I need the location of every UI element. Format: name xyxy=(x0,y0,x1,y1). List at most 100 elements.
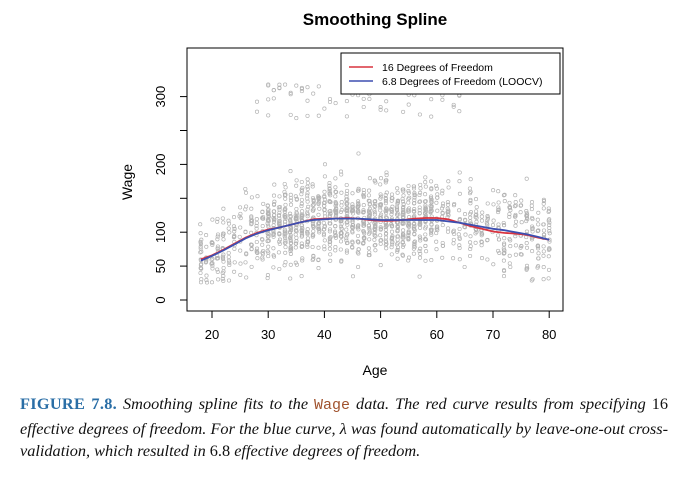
data-point xyxy=(394,242,400,247)
data-point xyxy=(300,258,305,263)
data-point xyxy=(384,207,389,213)
data-point xyxy=(333,233,338,238)
data-point xyxy=(435,192,440,197)
data-point xyxy=(479,256,485,261)
data-point xyxy=(248,219,253,224)
data-point xyxy=(254,239,259,245)
data-point xyxy=(272,182,277,187)
data-point xyxy=(345,219,350,224)
data-point xyxy=(418,190,423,195)
data-point xyxy=(423,180,428,185)
data-point xyxy=(389,252,394,257)
data-point xyxy=(401,193,406,198)
data-point xyxy=(530,226,535,231)
data-point xyxy=(321,201,327,206)
data-point xyxy=(390,204,395,209)
data-point xyxy=(322,162,328,167)
data-point xyxy=(344,220,349,225)
data-point xyxy=(400,231,406,236)
data-point xyxy=(429,232,434,237)
data-point xyxy=(423,224,428,229)
data-point xyxy=(221,237,226,242)
data-point xyxy=(473,240,478,245)
data-point xyxy=(439,206,445,211)
data-point xyxy=(288,213,293,219)
data-point xyxy=(468,244,473,249)
data-point xyxy=(237,214,242,219)
data-point xyxy=(356,239,361,244)
data-point xyxy=(524,266,529,271)
data-point xyxy=(429,114,434,119)
data-point xyxy=(378,192,383,197)
data-point xyxy=(372,243,377,248)
data-point xyxy=(243,260,248,265)
data-point xyxy=(271,246,276,251)
data-point xyxy=(232,233,237,238)
data-point xyxy=(283,202,288,207)
data-point xyxy=(401,207,406,212)
data-point xyxy=(339,172,344,177)
data-point xyxy=(339,190,344,195)
data-point xyxy=(411,184,417,189)
data-point xyxy=(305,230,310,235)
data-point xyxy=(406,222,411,228)
data-point xyxy=(215,237,220,242)
data-point xyxy=(468,201,473,206)
data-point xyxy=(271,193,277,198)
data-point xyxy=(361,210,366,215)
data-point xyxy=(199,249,204,254)
data-point xyxy=(338,234,343,239)
data-point xyxy=(344,236,349,241)
data-point xyxy=(435,208,440,213)
data-point xyxy=(305,113,310,118)
data-point xyxy=(418,251,423,256)
data-point xyxy=(261,248,266,254)
data-point xyxy=(457,217,462,222)
data-point xyxy=(513,200,518,205)
x-tick-label: 30 xyxy=(261,327,275,342)
data-point xyxy=(394,204,400,209)
data-point xyxy=(333,185,338,190)
data-point xyxy=(473,214,478,220)
data-point xyxy=(277,266,282,272)
data-point xyxy=(373,201,378,206)
data-point xyxy=(322,106,327,111)
data-point xyxy=(440,97,445,102)
data-point xyxy=(367,253,372,258)
data-point xyxy=(536,264,541,269)
data-point xyxy=(327,99,333,105)
data-point xyxy=(361,229,366,234)
data-point xyxy=(547,223,552,228)
data-point xyxy=(501,193,506,198)
data-point xyxy=(383,232,389,237)
data-point xyxy=(299,197,304,202)
data-point xyxy=(299,274,304,279)
data-point xyxy=(260,242,265,247)
data-point xyxy=(310,182,315,187)
data-point xyxy=(339,200,344,205)
data-point xyxy=(412,207,417,212)
data-point xyxy=(524,209,529,214)
data-point xyxy=(310,221,315,226)
data-point xyxy=(305,199,310,204)
data-point xyxy=(305,240,310,245)
data-point xyxy=(367,188,372,193)
data-point xyxy=(232,246,237,251)
data-point xyxy=(418,199,423,204)
data-point xyxy=(547,246,552,251)
data-point xyxy=(502,199,507,204)
data-point xyxy=(305,227,310,232)
data-point xyxy=(232,226,237,232)
data-point xyxy=(272,218,277,223)
data-point xyxy=(227,262,232,268)
data-point xyxy=(294,206,299,212)
data-point xyxy=(412,190,417,196)
data-point xyxy=(501,268,507,273)
data-point xyxy=(266,217,271,222)
data-point xyxy=(367,201,372,206)
x-tick-label: 80 xyxy=(542,327,556,342)
data-point xyxy=(541,228,547,233)
data-point xyxy=(417,234,422,239)
data-point xyxy=(356,247,361,252)
data-point xyxy=(238,272,243,277)
